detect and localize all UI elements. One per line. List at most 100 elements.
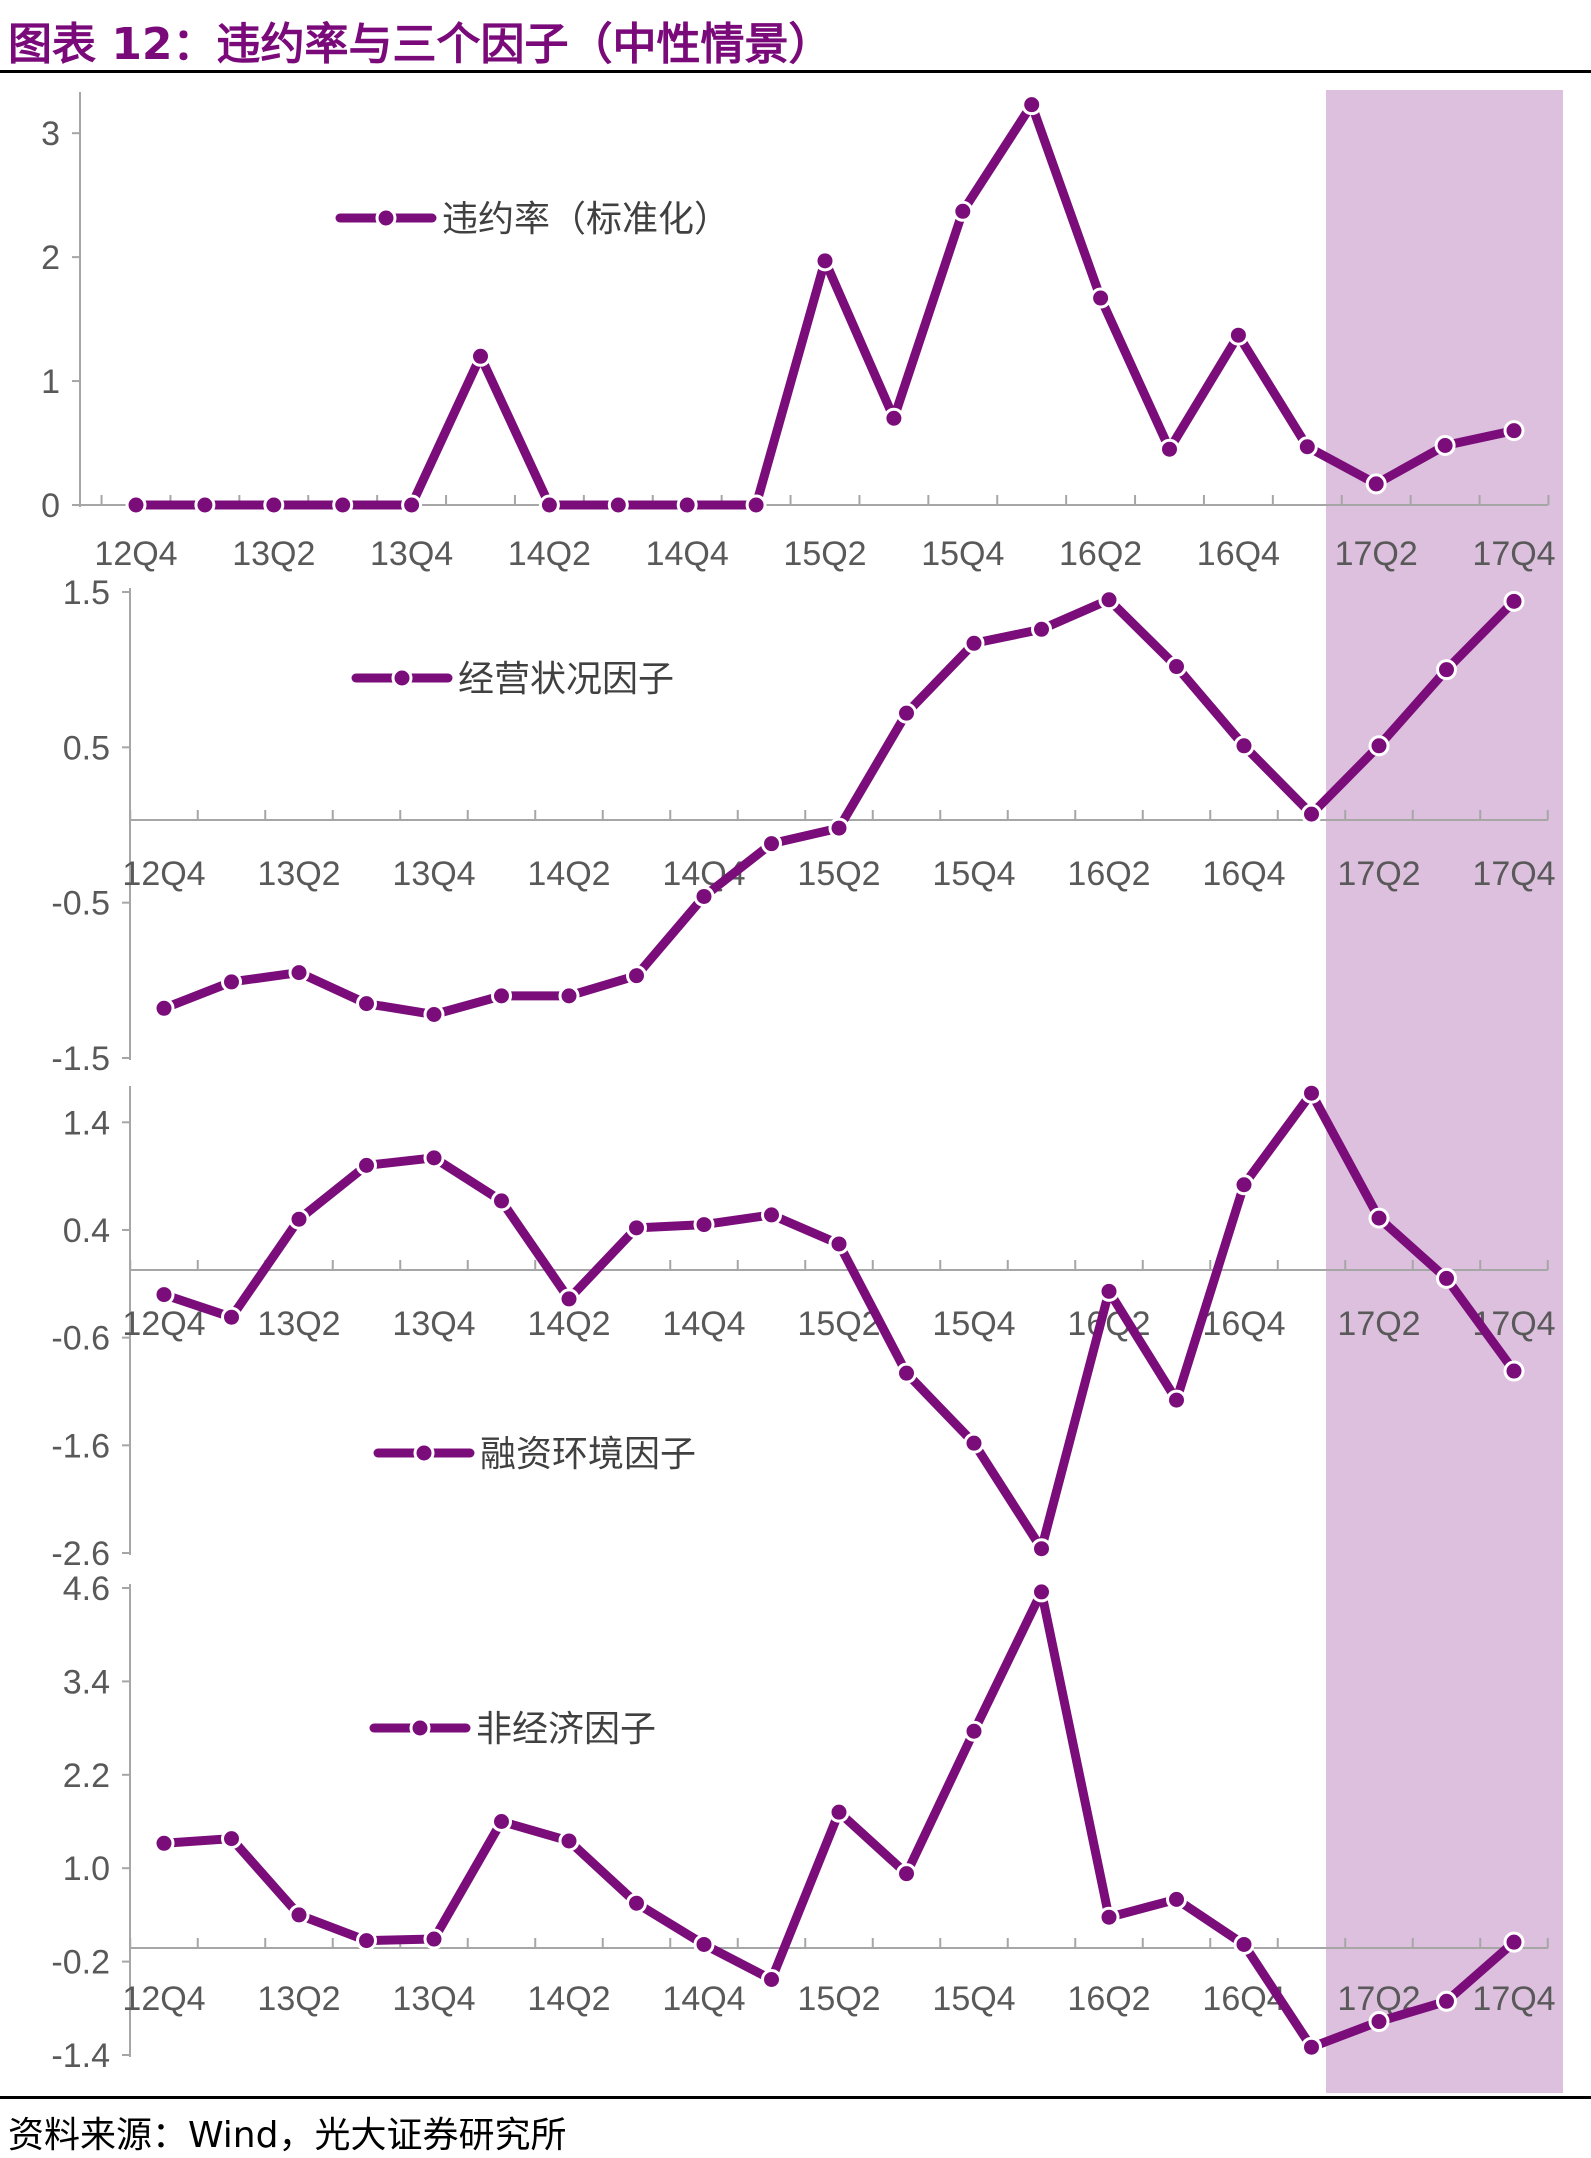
x-tick-label: 16Q4 bbox=[1202, 1305, 1285, 1343]
y-tick-label: 0.5 bbox=[63, 729, 110, 767]
x-tick-label: 14Q4 bbox=[662, 1980, 745, 2018]
x-tick-label: 12Q4 bbox=[122, 1305, 205, 1343]
data-point bbox=[1098, 589, 1120, 611]
x-tick-label: 16Q2 bbox=[1059, 535, 1142, 573]
data-point bbox=[1368, 2011, 1390, 2033]
data-point bbox=[1090, 287, 1112, 309]
y-tick-label: 1.4 bbox=[63, 1104, 110, 1142]
y-tick-label: 2.2 bbox=[63, 1757, 110, 1795]
data-point bbox=[1301, 1082, 1322, 1104]
x-tick-label: 16Q2 bbox=[1067, 855, 1150, 893]
data-point bbox=[963, 1720, 985, 1742]
data-point bbox=[491, 1190, 512, 1212]
y-tick-label: 3.4 bbox=[63, 1663, 110, 1701]
y-tick-label: -1.4 bbox=[51, 2037, 110, 2075]
x-tick-label: 15Q2 bbox=[797, 1305, 880, 1343]
data-point bbox=[828, 1801, 850, 1823]
x-tick-label: 17Q4 bbox=[1472, 535, 1555, 573]
x-tick-label: 16Q4 bbox=[1197, 535, 1280, 573]
data-point bbox=[693, 1933, 715, 1955]
data-point bbox=[1098, 1906, 1120, 1928]
y-tick-label: 4.6 bbox=[63, 1570, 110, 1608]
data-point bbox=[1021, 94, 1043, 116]
legend-swatch-marker bbox=[413, 1442, 435, 1464]
x-tick-label: 15Q4 bbox=[932, 1305, 1015, 1343]
data-point bbox=[558, 985, 580, 1007]
x-tick-label: 12Q4 bbox=[94, 535, 177, 573]
data-point bbox=[896, 702, 917, 724]
data-point bbox=[883, 407, 905, 429]
data-point bbox=[1233, 735, 1255, 757]
legend-label: 非经济因子 bbox=[476, 1709, 656, 1750]
x-tick-label: 15Q2 bbox=[783, 535, 866, 573]
data-point bbox=[153, 1284, 175, 1306]
data-point bbox=[153, 997, 175, 1019]
data-point bbox=[952, 200, 974, 222]
data-point bbox=[1166, 1389, 1187, 1411]
x-tick-label: 13Q2 bbox=[257, 855, 340, 893]
data-point bbox=[761, 1204, 782, 1226]
x-tick-label: 17Q2 bbox=[1335, 535, 1418, 573]
legend-swatch-marker bbox=[375, 207, 397, 229]
data-point bbox=[470, 345, 491, 367]
data-point bbox=[1436, 1267, 1457, 1289]
x-tick-label: 17Q2 bbox=[1337, 1305, 1420, 1343]
data-point bbox=[401, 494, 423, 516]
x-tick-label: 17Q2 bbox=[1337, 855, 1420, 893]
x-tick-label: 13Q4 bbox=[392, 1980, 475, 2018]
legend-label: 经营状况因子 bbox=[458, 659, 674, 700]
data-point bbox=[745, 494, 767, 516]
x-tick-label: 14Q2 bbox=[508, 535, 591, 573]
data-point bbox=[1503, 1931, 1525, 1953]
data-point bbox=[538, 494, 560, 516]
x-tick-label: 15Q4 bbox=[932, 855, 1015, 893]
data-point bbox=[1031, 618, 1052, 640]
data-point bbox=[1233, 1933, 1255, 1955]
data-point bbox=[221, 1828, 242, 1850]
x-tick-label: 15Q2 bbox=[797, 855, 880, 893]
data-point bbox=[1031, 1538, 1052, 1560]
data-point bbox=[1503, 1360, 1525, 1382]
data-point bbox=[1166, 1888, 1187, 1910]
data-point bbox=[356, 1930, 377, 1952]
data-point bbox=[1166, 656, 1187, 678]
data-point bbox=[607, 494, 629, 516]
y-tick-label: 3 bbox=[41, 115, 60, 153]
data-point bbox=[288, 962, 310, 984]
panel-default-rate: 3 2 1 0 12Q4 13Q2 13Q4 14Q2 14Q4 15Q2 15Q4 16Q2 16Q4… bbox=[41, 92, 1556, 573]
data-point bbox=[221, 971, 242, 993]
data-point bbox=[288, 1208, 310, 1230]
x-tick-label: 16Q2 bbox=[1067, 1980, 1150, 2018]
legend-label: 违约率（标准化） bbox=[442, 199, 730, 240]
x-tick-label: 14Q4 bbox=[646, 535, 729, 573]
source-rule bbox=[0, 2096, 1591, 2099]
data-point bbox=[1098, 1280, 1120, 1302]
legend-label: 融资环境因子 bbox=[480, 1434, 696, 1475]
x-tick-label: 13Q4 bbox=[392, 855, 475, 893]
x-tick-label: 17Q4 bbox=[1472, 855, 1555, 893]
data-point bbox=[626, 965, 647, 987]
panel-non-economic-factor: 4.6 3.4 2.2 1.0 -0.2 -1.4 12Q4 13Q2 13Q4 14Q2 14Q4… bbox=[51, 1570, 1555, 2075]
data-point bbox=[693, 885, 715, 907]
x-tick-label: 17Q4 bbox=[1472, 1980, 1555, 2018]
source-note: 资料来源：Wind，光大证券研究所 bbox=[8, 2115, 567, 2156]
data-point bbox=[194, 494, 216, 516]
y-tick-label: -1.5 bbox=[51, 1040, 110, 1078]
data-point bbox=[963, 1432, 985, 1454]
data-point bbox=[693, 1214, 715, 1236]
data-point bbox=[558, 1288, 580, 1310]
y-tick-label: 0 bbox=[41, 487, 60, 525]
y-tick-label: -2.6 bbox=[51, 1535, 110, 1573]
y-tick-label: -1.6 bbox=[51, 1427, 110, 1465]
data-point bbox=[1503, 420, 1525, 442]
x-tick-label: 15Q2 bbox=[797, 1980, 880, 2018]
data-point bbox=[125, 494, 147, 516]
data-point bbox=[288, 1904, 310, 1926]
data-point bbox=[423, 1004, 445, 1026]
data-point bbox=[896, 1863, 917, 1885]
data-point bbox=[1296, 436, 1318, 458]
x-tick-label: 13Q2 bbox=[257, 1980, 340, 2018]
data-point bbox=[263, 494, 285, 516]
